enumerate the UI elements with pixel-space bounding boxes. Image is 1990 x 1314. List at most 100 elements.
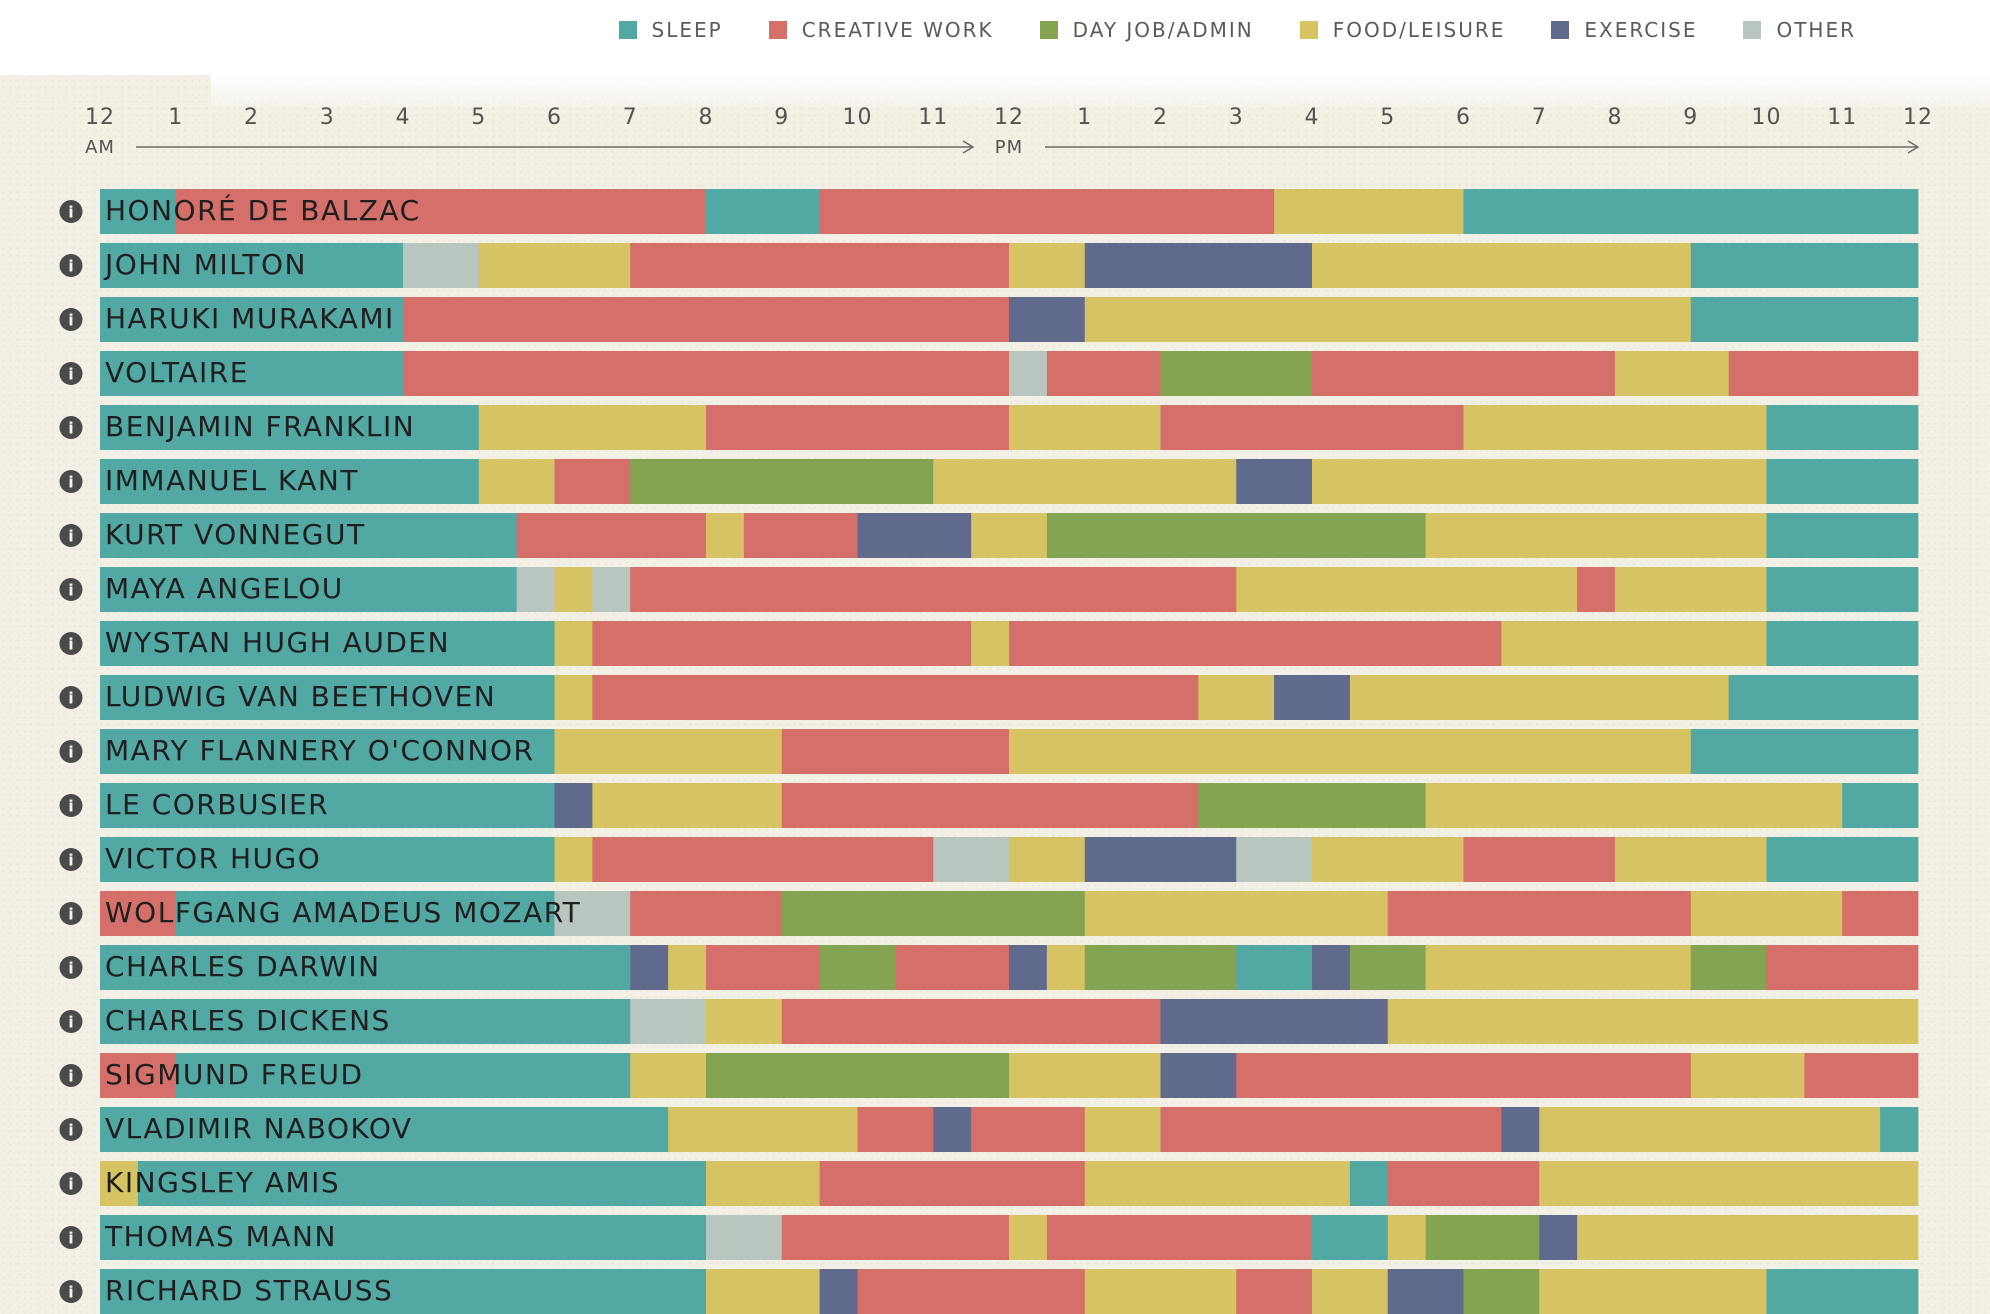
info-icon-glyph: i <box>68 959 73 978</box>
info-icon[interactable] <box>59 1172 83 1195</box>
info-icon[interactable] <box>59 416 83 439</box>
info-icon-glyph: i <box>68 851 73 870</box>
schedule-row: i KURT VONNEGUT <box>59 513 1919 558</box>
segment-food <box>1387 999 1919 1044</box>
segment-sleep <box>1766 1269 1919 1314</box>
segment-food <box>971 513 1048 558</box>
segment-other <box>516 567 555 612</box>
hour-tick-label: 1 <box>168 105 183 130</box>
segment-exercise <box>933 1107 972 1152</box>
segment-food <box>1009 1215 1048 1260</box>
hour-tick-label: 12 <box>1903 105 1933 130</box>
segment-food <box>1501 621 1767 666</box>
segment-creative <box>819 1161 1086 1206</box>
segment-creative <box>706 945 821 990</box>
info-icon-glyph: i <box>68 257 73 276</box>
info-icon[interactable] <box>59 1118 83 1141</box>
segment-creative <box>857 1269 1086 1314</box>
info-icon[interactable] <box>59 956 83 979</box>
segment-food <box>592 783 783 828</box>
info-icon-glyph: i <box>68 905 73 924</box>
info-icon[interactable] <box>59 308 83 331</box>
segment-exercise <box>1539 1215 1578 1260</box>
segment-creative <box>1160 405 1464 450</box>
segment-food <box>1690 891 1843 936</box>
segment-exercise <box>1274 675 1351 720</box>
row-name-label: BENJAMIN FRANKLIN <box>105 410 415 443</box>
segment-sleep <box>1690 297 1919 342</box>
segment-exercise <box>1160 999 1389 1044</box>
segment-food <box>1463 405 1767 450</box>
segment-sleep <box>175 1053 631 1098</box>
segment-food <box>1084 1107 1161 1152</box>
segment-dayjob <box>1349 945 1427 990</box>
hour-tick-label: 2 <box>1153 105 1168 130</box>
segment-sleep <box>1312 1215 1389 1260</box>
segment-food <box>1539 1107 1881 1152</box>
hour-tick-label: 2 <box>244 105 259 130</box>
segment-sleep <box>100 513 518 558</box>
info-icon[interactable] <box>59 1064 83 1087</box>
hour-tick-label: 12 <box>994 105 1024 130</box>
segment-exercise <box>1009 297 1086 342</box>
segment-sleep <box>1236 945 1313 990</box>
hour-tick-label: 3 <box>1229 105 1244 130</box>
info-icon[interactable] <box>59 200 83 223</box>
hour-tick-label: 10 <box>1752 105 1782 130</box>
legend-item-creative: CREATIVE WORK <box>768 18 994 42</box>
info-icon[interactable] <box>59 902 83 925</box>
info-icon[interactable] <box>59 686 83 709</box>
info-icon[interactable] <box>59 362 83 385</box>
segment-creative <box>630 243 1010 288</box>
top-band-extension <box>211 75 1990 111</box>
info-icon[interactable] <box>59 1010 83 1033</box>
info-icon[interactable] <box>59 254 83 277</box>
schedule-row: i LUDWIG VAN BEETHOVEN <box>59 675 1919 720</box>
period-arrow-head <box>1907 140 1920 154</box>
segment-other <box>933 837 1010 882</box>
schedule-row: i BENJAMIN FRANKLIN <box>59 405 1919 450</box>
info-icon[interactable] <box>59 1280 83 1303</box>
segment-other <box>1236 837 1313 882</box>
segment-food <box>554 837 593 882</box>
segment-food <box>1046 945 1086 990</box>
row-name-label: IMMANUEL KANT <box>105 464 359 497</box>
segment-creative <box>630 891 783 936</box>
info-icon[interactable] <box>59 578 83 601</box>
segment-food <box>478 405 707 450</box>
segment-sleep <box>100 783 555 828</box>
row-name-label: MAYA ANGELOU <box>105 572 344 605</box>
segment-dayjob <box>1690 945 1767 990</box>
segment-food <box>706 513 745 558</box>
segment-creative <box>706 405 1010 450</box>
legend-swatch-exercise <box>1551 21 1570 39</box>
segment-food <box>478 243 631 288</box>
legend-swatch-sleep <box>618 21 637 39</box>
legend-item-food: FOOD/LEISURE <box>1299 18 1506 42</box>
legend-item-other: OTHER <box>1743 18 1856 42</box>
segment-creative <box>1387 891 1692 936</box>
segment-sleep <box>100 999 631 1044</box>
hour-tick-label: 4 <box>1305 105 1320 130</box>
segment-creative <box>781 729 1010 774</box>
info-icon[interactable] <box>59 848 83 871</box>
info-icon[interactable] <box>59 632 83 655</box>
info-icon[interactable] <box>59 794 83 817</box>
segment-food <box>971 621 1010 666</box>
info-icon[interactable] <box>59 740 83 763</box>
segment-sleep <box>100 405 480 450</box>
segment-sleep <box>1766 567 1919 612</box>
segment-creative <box>895 945 1010 990</box>
schedule-row: i IMMANUEL KANT <box>59 459 1919 504</box>
info-icon[interactable] <box>59 470 83 493</box>
legend-label-food: FOOD/LEISURE <box>1332 18 1506 42</box>
hour-tick-label: 9 <box>774 105 789 130</box>
segment-creative <box>403 297 1010 342</box>
segment-exercise <box>857 513 972 558</box>
info-icon[interactable] <box>59 524 83 547</box>
segment-creative <box>1236 1269 1313 1314</box>
segment-sleep <box>706 189 821 234</box>
info-icon[interactable] <box>59 1226 83 1249</box>
info-icon-glyph: i <box>68 1121 73 1140</box>
schedule-row: i RICHARD STRAUSS <box>59 1269 1919 1314</box>
